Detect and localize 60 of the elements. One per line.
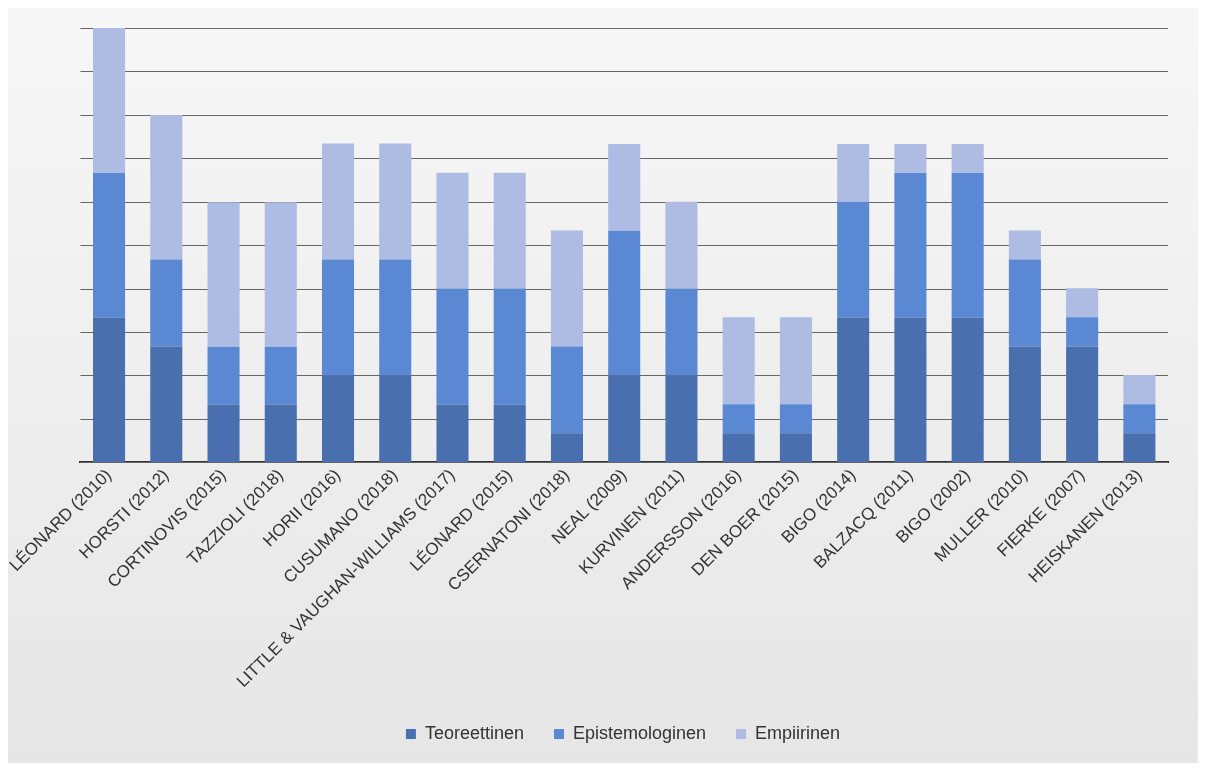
bar [436,172,469,289]
bar [150,346,183,463]
bar [93,173,126,318]
bar [1008,259,1041,347]
bar [951,317,984,463]
bar [379,259,412,376]
bar [379,375,412,463]
bar [493,172,526,289]
bar [264,404,297,463]
bar [93,28,126,174]
bar [1123,433,1156,463]
bar [779,433,812,463]
bar [150,114,183,260]
bar [722,404,755,434]
bar [493,288,526,405]
bar [837,201,870,318]
bar [837,143,870,202]
legend-label: Epistemologinen [572,722,707,743]
bar [436,404,469,463]
bar [550,230,583,347]
bar [264,202,297,347]
bar [779,317,812,405]
bar [493,404,526,463]
bar [722,433,755,463]
bar [894,317,927,463]
bar [207,404,240,463]
bar [1066,317,1099,347]
bar [436,288,469,405]
bar [951,173,984,318]
bar [1008,346,1041,463]
bar [1066,346,1099,463]
bar [894,173,927,318]
bar [264,346,297,405]
bar [379,143,412,260]
bar [1123,375,1156,405]
bar [665,375,698,463]
bar [93,317,126,463]
bar [1123,404,1156,434]
bar [665,288,698,376]
bar [550,346,583,434]
bar [608,143,641,231]
bar [837,317,870,463]
bar [894,143,927,174]
bar [321,375,355,463]
bar [550,433,583,463]
bar [722,317,755,405]
bar [608,230,641,376]
bar [150,259,183,347]
bar [1008,230,1041,260]
bar [207,202,240,347]
bar [779,404,812,434]
legend-label: Empiirinen [755,722,841,743]
bar [608,375,641,463]
bar [321,143,355,260]
bar [207,346,240,405]
bar [1066,288,1099,318]
bar [951,143,984,174]
legend-label: Teoreettinen [424,722,524,743]
bar [665,201,698,289]
bar [321,259,355,376]
